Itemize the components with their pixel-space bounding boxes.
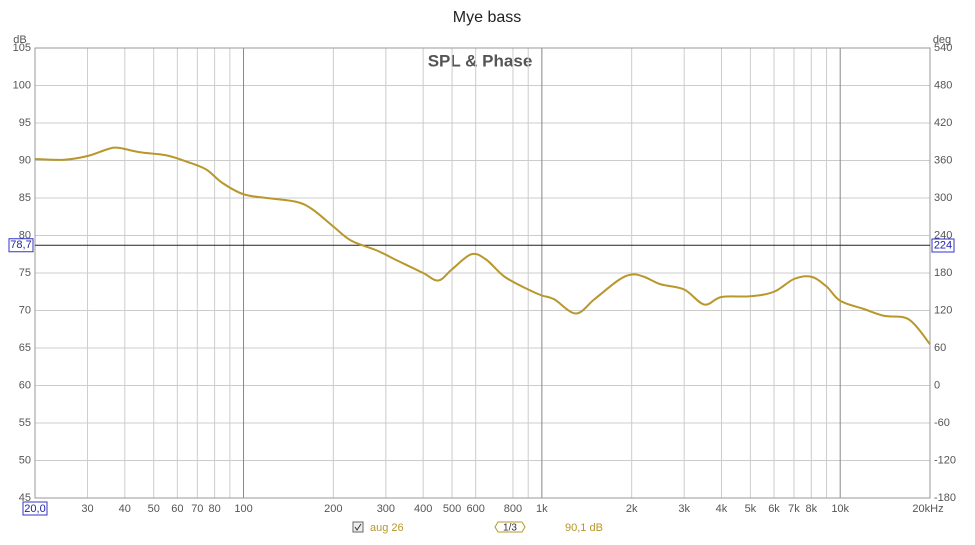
x-tick-label: 10k bbox=[831, 503, 849, 515]
y-tick-label: 50 bbox=[19, 454, 31, 466]
y-tick-label: 45 bbox=[19, 492, 31, 504]
y-tick-label: 70 bbox=[19, 304, 31, 316]
y-unit: dB bbox=[13, 34, 26, 46]
y2-tick-label: 120 bbox=[934, 304, 952, 316]
y2-tick-label: -120 bbox=[934, 454, 956, 466]
x-tick-label: 80 bbox=[208, 503, 220, 515]
x-tick-label: 3k bbox=[678, 503, 690, 515]
x-tick-label: 600 bbox=[466, 503, 484, 515]
y-tick-label: 90 bbox=[19, 154, 31, 166]
x-tick-label: 8k bbox=[805, 503, 817, 515]
x-tick-label: 500 bbox=[443, 503, 461, 515]
chart-subtitle: SPL & Phase bbox=[428, 51, 533, 70]
y-tick-label: 60 bbox=[19, 379, 31, 391]
checkbox[interactable] bbox=[352, 521, 364, 533]
x-tick-label: 70 bbox=[191, 503, 203, 515]
y-tick-label: 95 bbox=[19, 117, 31, 129]
y-tick-label: 65 bbox=[19, 342, 31, 354]
x-tick-label: 1k bbox=[536, 503, 548, 515]
x-tick-label: 60 bbox=[171, 503, 183, 515]
check-mark bbox=[354, 523, 362, 531]
frame bbox=[34, 47, 931, 499]
chart-title: Mye bass bbox=[453, 9, 521, 26]
x-tick-label: 7k bbox=[788, 503, 800, 515]
x-tick-label: 6k bbox=[768, 503, 780, 515]
x-tick-label: 20,0 bbox=[24, 503, 45, 515]
legend-label[interactable]: aug 26 bbox=[370, 522, 404, 534]
y2-tick-label: 240 bbox=[934, 229, 952, 241]
y2-tick-label: 360 bbox=[934, 154, 952, 166]
y2-tick-label: 0 bbox=[934, 379, 940, 391]
y2-tick-label: 540 bbox=[934, 42, 952, 54]
x-start-box bbox=[22, 501, 48, 516]
y-tick-label: 105 bbox=[13, 42, 31, 54]
spl-line bbox=[34, 146, 931, 345]
x-tick-label: 5k bbox=[745, 503, 757, 515]
x-tick-label: 40 bbox=[119, 503, 131, 515]
y-tick-label: 85 bbox=[19, 192, 31, 204]
x-tick-label: 200 bbox=[324, 503, 342, 515]
smoothing-label: 1/3 bbox=[503, 523, 517, 534]
y2-tick-label: 180 bbox=[934, 267, 952, 279]
x-tick-label: 300 bbox=[377, 503, 395, 515]
cursor-box bbox=[931, 238, 955, 253]
x-tick-label: 400 bbox=[414, 503, 432, 515]
x-tick-label: 2k bbox=[626, 503, 638, 515]
readout: 90,1 dB bbox=[565, 522, 603, 534]
y2-unit: deg bbox=[933, 34, 951, 46]
y-tick-label: 75 bbox=[19, 267, 31, 279]
x-tick-label: 20kHz bbox=[912, 503, 943, 515]
smoothing-box[interactable] bbox=[494, 521, 526, 533]
y-tick-label: 100 bbox=[13, 79, 31, 91]
y2-tick-label: -60 bbox=[934, 417, 950, 429]
x-tick-label: 50 bbox=[148, 503, 160, 515]
cursor-label: 78,7 bbox=[10, 239, 31, 251]
x-tick-label: 4k bbox=[716, 503, 728, 515]
y2-tick-label: -180 bbox=[934, 492, 956, 504]
x-tick-label: 100 bbox=[234, 503, 252, 515]
y2-tick-label: 420 bbox=[934, 117, 952, 129]
y-tick-label: 55 bbox=[19, 417, 31, 429]
x-tick-label: 800 bbox=[504, 503, 522, 515]
y2-tick-label: 480 bbox=[934, 79, 952, 91]
cursor-box bbox=[8, 238, 34, 253]
y2-tick-label: 60 bbox=[934, 342, 946, 354]
cursor-y2-label: 224 bbox=[934, 239, 952, 251]
x-tick-label: 30 bbox=[81, 503, 93, 515]
y2-tick-label: 300 bbox=[934, 192, 952, 204]
